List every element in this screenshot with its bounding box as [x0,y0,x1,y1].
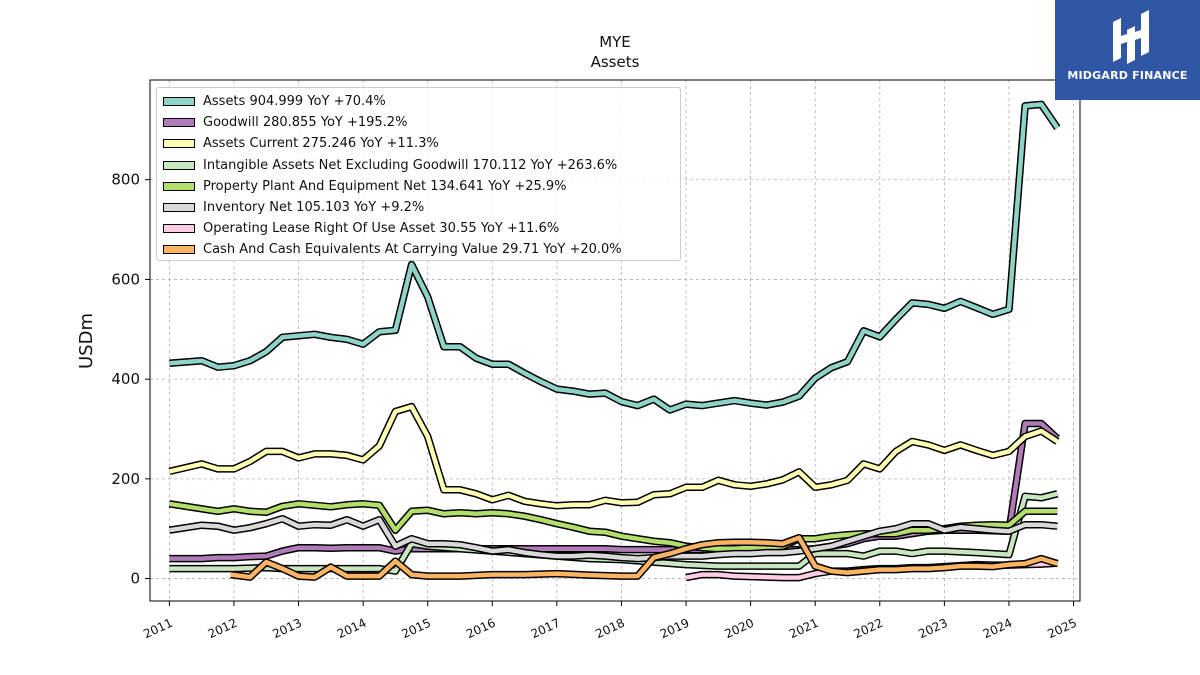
series-line-cash-and-cash-equivalents-at-carrying-value [230,535,1059,580]
legend-item: Cash And Cash Equivalents At Carrying Va… [163,239,674,260]
legend-swatch [163,245,195,255]
legend-label: Inventory Net 105.103 YoY +9.2% [203,200,425,216]
legend-swatch [163,118,195,128]
chart-title: MYE [599,33,631,51]
y-tick-label: 600 [111,270,140,288]
legend-item: Inventory Net 105.103 YoY +9.2% [163,197,674,218]
brand-logo: MIDGARD FINANCE [1055,0,1200,100]
y-tick-label: 800 [111,171,140,189]
legend-label: Intangible Assets Net Excluding Goodwill… [203,157,618,173]
series-line-assets-current [168,404,1059,509]
legend-swatch [163,160,195,170]
legend-item: Property Plant And Equipment Net 134.641… [163,176,674,197]
chart-subtitle: Assets [591,53,640,71]
legend: Assets 904.999 YoY +70.4% Goodwill 280.85… [156,87,681,261]
legend-label: Assets 904.999 YoY +70.4% [203,94,386,110]
x-tick-label: 2023 [916,616,950,642]
x-tick-label: 2025 [1045,616,1079,642]
x-tick-label: 2013 [270,616,304,642]
x-tick-label: 2021 [787,616,821,642]
logo-text: MIDGARD FINANCE [1067,69,1188,82]
x-tick-label: 2022 [852,616,886,642]
x-tick-label: 2012 [206,616,240,642]
y-axis-label: USDm [76,313,97,369]
series-line-assets [169,102,1060,413]
legend-item: Assets 904.999 YoY +70.4% [163,91,674,112]
legend-label: Operating Lease Right Of Use Asset 30.55… [203,221,560,237]
legend-label: Property Plant And Equipment Net 134.641… [203,178,567,194]
x-tick-label: 2024 [981,616,1015,642]
x-tick-label: 2016 [464,616,498,642]
x-tick-label: 2020 [722,616,756,642]
legend-label: Goodwill 280.855 YoY +195.2% [203,115,408,131]
x-tick-label: 2018 [593,616,627,642]
series-layer [168,100,1061,582]
y-tick-label: 0 [130,570,140,588]
series-line-property-plant-and-equipment-net [169,501,1058,551]
x-tick-label: 2011 [141,616,175,642]
legend-item: Goodwill 280.855 YoY +195.2% [163,112,674,133]
legend-swatch [163,181,195,191]
y-tick-label: 200 [111,470,140,488]
legend-swatch [163,97,195,107]
legend-swatch [163,203,195,213]
legend-label: Cash And Cash Equivalents At Carrying Va… [203,242,622,258]
legend-label: Assets Current 275.246 YoY +11.3% [203,136,439,152]
legend-item: Intangible Assets Net Excluding Goodwill… [163,155,674,176]
series-line-inventory-net [169,516,1058,561]
legend-swatch [163,139,195,149]
y-tick-label: 400 [111,370,140,388]
plot-frame [149,79,1081,602]
legend-item: Operating Lease Right Of Use Asset 30.55… [163,218,674,239]
logo-mark-icon [1113,10,1149,64]
x-tick-label: 2017 [529,616,563,642]
legend-swatch [163,224,195,234]
x-tick-label: 2019 [658,616,692,642]
legend-item: Assets Current 275.246 YoY +11.3% [163,133,674,154]
x-tick-label: 2014 [335,616,369,642]
x-tick-label: 2015 [400,616,434,642]
